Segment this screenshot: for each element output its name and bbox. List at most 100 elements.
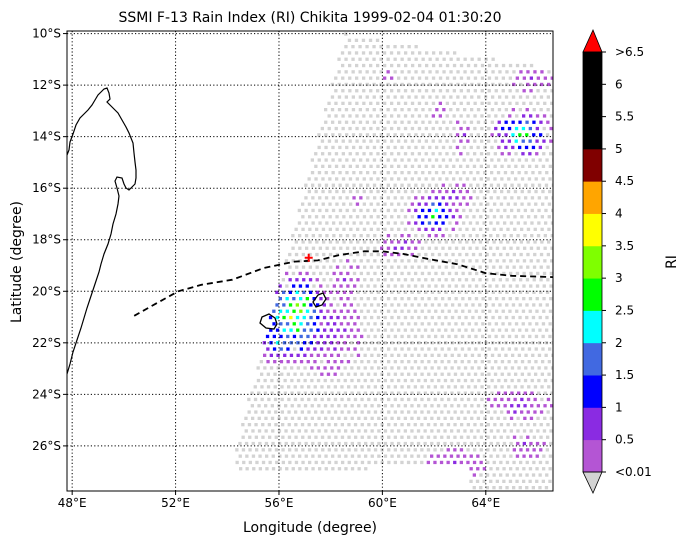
scan-pixel [515, 271, 520, 276]
scan-pixel [511, 353, 515, 357]
scan-pixel [274, 435, 278, 439]
scan-pixel [557, 102, 560, 105]
scan-pixel [543, 89, 547, 93]
scan-pixel [261, 460, 266, 465]
scan-pixel [547, 240, 551, 244]
scan-pixel [539, 278, 543, 282]
scan-pixel [423, 404, 427, 408]
scan-pixel [386, 322, 391, 326]
scan-pixel [430, 341, 434, 345]
scan-pixel [444, 303, 448, 307]
scan-pixel [410, 391, 414, 395]
scan-pixel [269, 328, 273, 332]
scan-pixel [383, 366, 387, 370]
scan-pixel [435, 95, 439, 99]
scan-pixel [528, 297, 533, 301]
scan-pixel [543, 404, 547, 408]
scan-pixel [413, 423, 417, 427]
scan-pixel [440, 334, 444, 339]
scan-pixel [403, 429, 407, 433]
scan-pixel [524, 353, 528, 357]
scan-pixel [311, 454, 315, 458]
scan-pixel [461, 309, 465, 313]
scan-pixel [346, 334, 350, 339]
scan-pixel [264, 404, 268, 408]
scan-pixel [471, 252, 476, 257]
scan-pixel [487, 114, 491, 118]
scan-pixel [407, 259, 411, 263]
scan-pixel [390, 429, 394, 433]
mauritius-island [312, 292, 327, 308]
scan-pixel [504, 145, 508, 150]
scan-pixel [338, 171, 342, 175]
scan-pixel [331, 171, 335, 175]
scan-pixel [473, 101, 477, 105]
scan-pixel [452, 101, 456, 105]
scan-pixel [383, 416, 388, 420]
scan-pixel [539, 120, 543, 124]
scan-pixel [410, 416, 414, 420]
scan-pixel [410, 441, 414, 446]
scan-pixel [273, 385, 277, 389]
scan-pixel [533, 240, 537, 244]
scan-pixel [505, 70, 509, 74]
scan-pixel [380, 397, 384, 402]
scan-pixel [437, 240, 442, 244]
scan-pixel [424, 189, 428, 194]
scan-pixel [352, 171, 356, 175]
scan-pixel [369, 252, 374, 257]
scan-pixel [317, 183, 322, 187]
scan-pixel [353, 410, 358, 414]
scan-pixel [437, 290, 441, 294]
scan-pixel [442, 70, 446, 74]
scan-pixel [282, 303, 286, 307]
scan-pixel [334, 448, 338, 452]
colorbar-tick-label: 1 [615, 400, 623, 414]
scan-pixel [373, 448, 378, 452]
scan-pixel [413, 460, 417, 465]
scan-pixel [435, 120, 439, 124]
scan-pixel [336, 315, 340, 320]
scan-pixel [423, 416, 427, 420]
x-tick-label: 60°E [368, 496, 397, 510]
scan-pixel [407, 334, 411, 339]
scan-pixel [310, 171, 315, 175]
scan-pixel [540, 227, 544, 231]
scan-pixel [437, 378, 441, 383]
scan-pixel [360, 347, 364, 351]
scan-pixel [410, 454, 414, 458]
scan-pixel [447, 309, 451, 313]
scan-pixel [466, 410, 471, 414]
scan-pixel [390, 240, 394, 244]
scan-pixel [362, 189, 366, 194]
scan-pixel [524, 171, 528, 175]
scan-pixel [318, 196, 322, 200]
scan-pixel [322, 278, 326, 282]
scan-pixel [550, 246, 553, 250]
scan-pixel [524, 158, 528, 162]
colorbar-swatch [583, 439, 602, 473]
scan-pixel [358, 45, 362, 49]
scan-pixel [522, 89, 526, 93]
scan-pixel [347, 385, 351, 389]
scan-pixel [476, 183, 480, 187]
scan-pixel [302, 290, 306, 294]
scan-pixel [279, 322, 283, 326]
scan-pixel [324, 416, 328, 420]
scan-pixel [542, 152, 546, 156]
scan-pixel [464, 315, 468, 320]
scan-pixel [376, 202, 380, 206]
scan-pixel [456, 441, 460, 446]
scan-pixel [363, 429, 368, 433]
scan-pixel [456, 70, 460, 74]
scan-pixel [301, 265, 306, 269]
scan-pixel [344, 429, 348, 433]
scan-pixel [471, 290, 475, 294]
scan-pixel [445, 202, 449, 206]
scan-pixel [400, 183, 404, 187]
scan-pixel [383, 227, 387, 231]
scan-pixel [308, 252, 312, 257]
scan-pixel [363, 315, 367, 320]
scan-pixel [483, 158, 487, 162]
scan-pixel [414, 120, 418, 124]
